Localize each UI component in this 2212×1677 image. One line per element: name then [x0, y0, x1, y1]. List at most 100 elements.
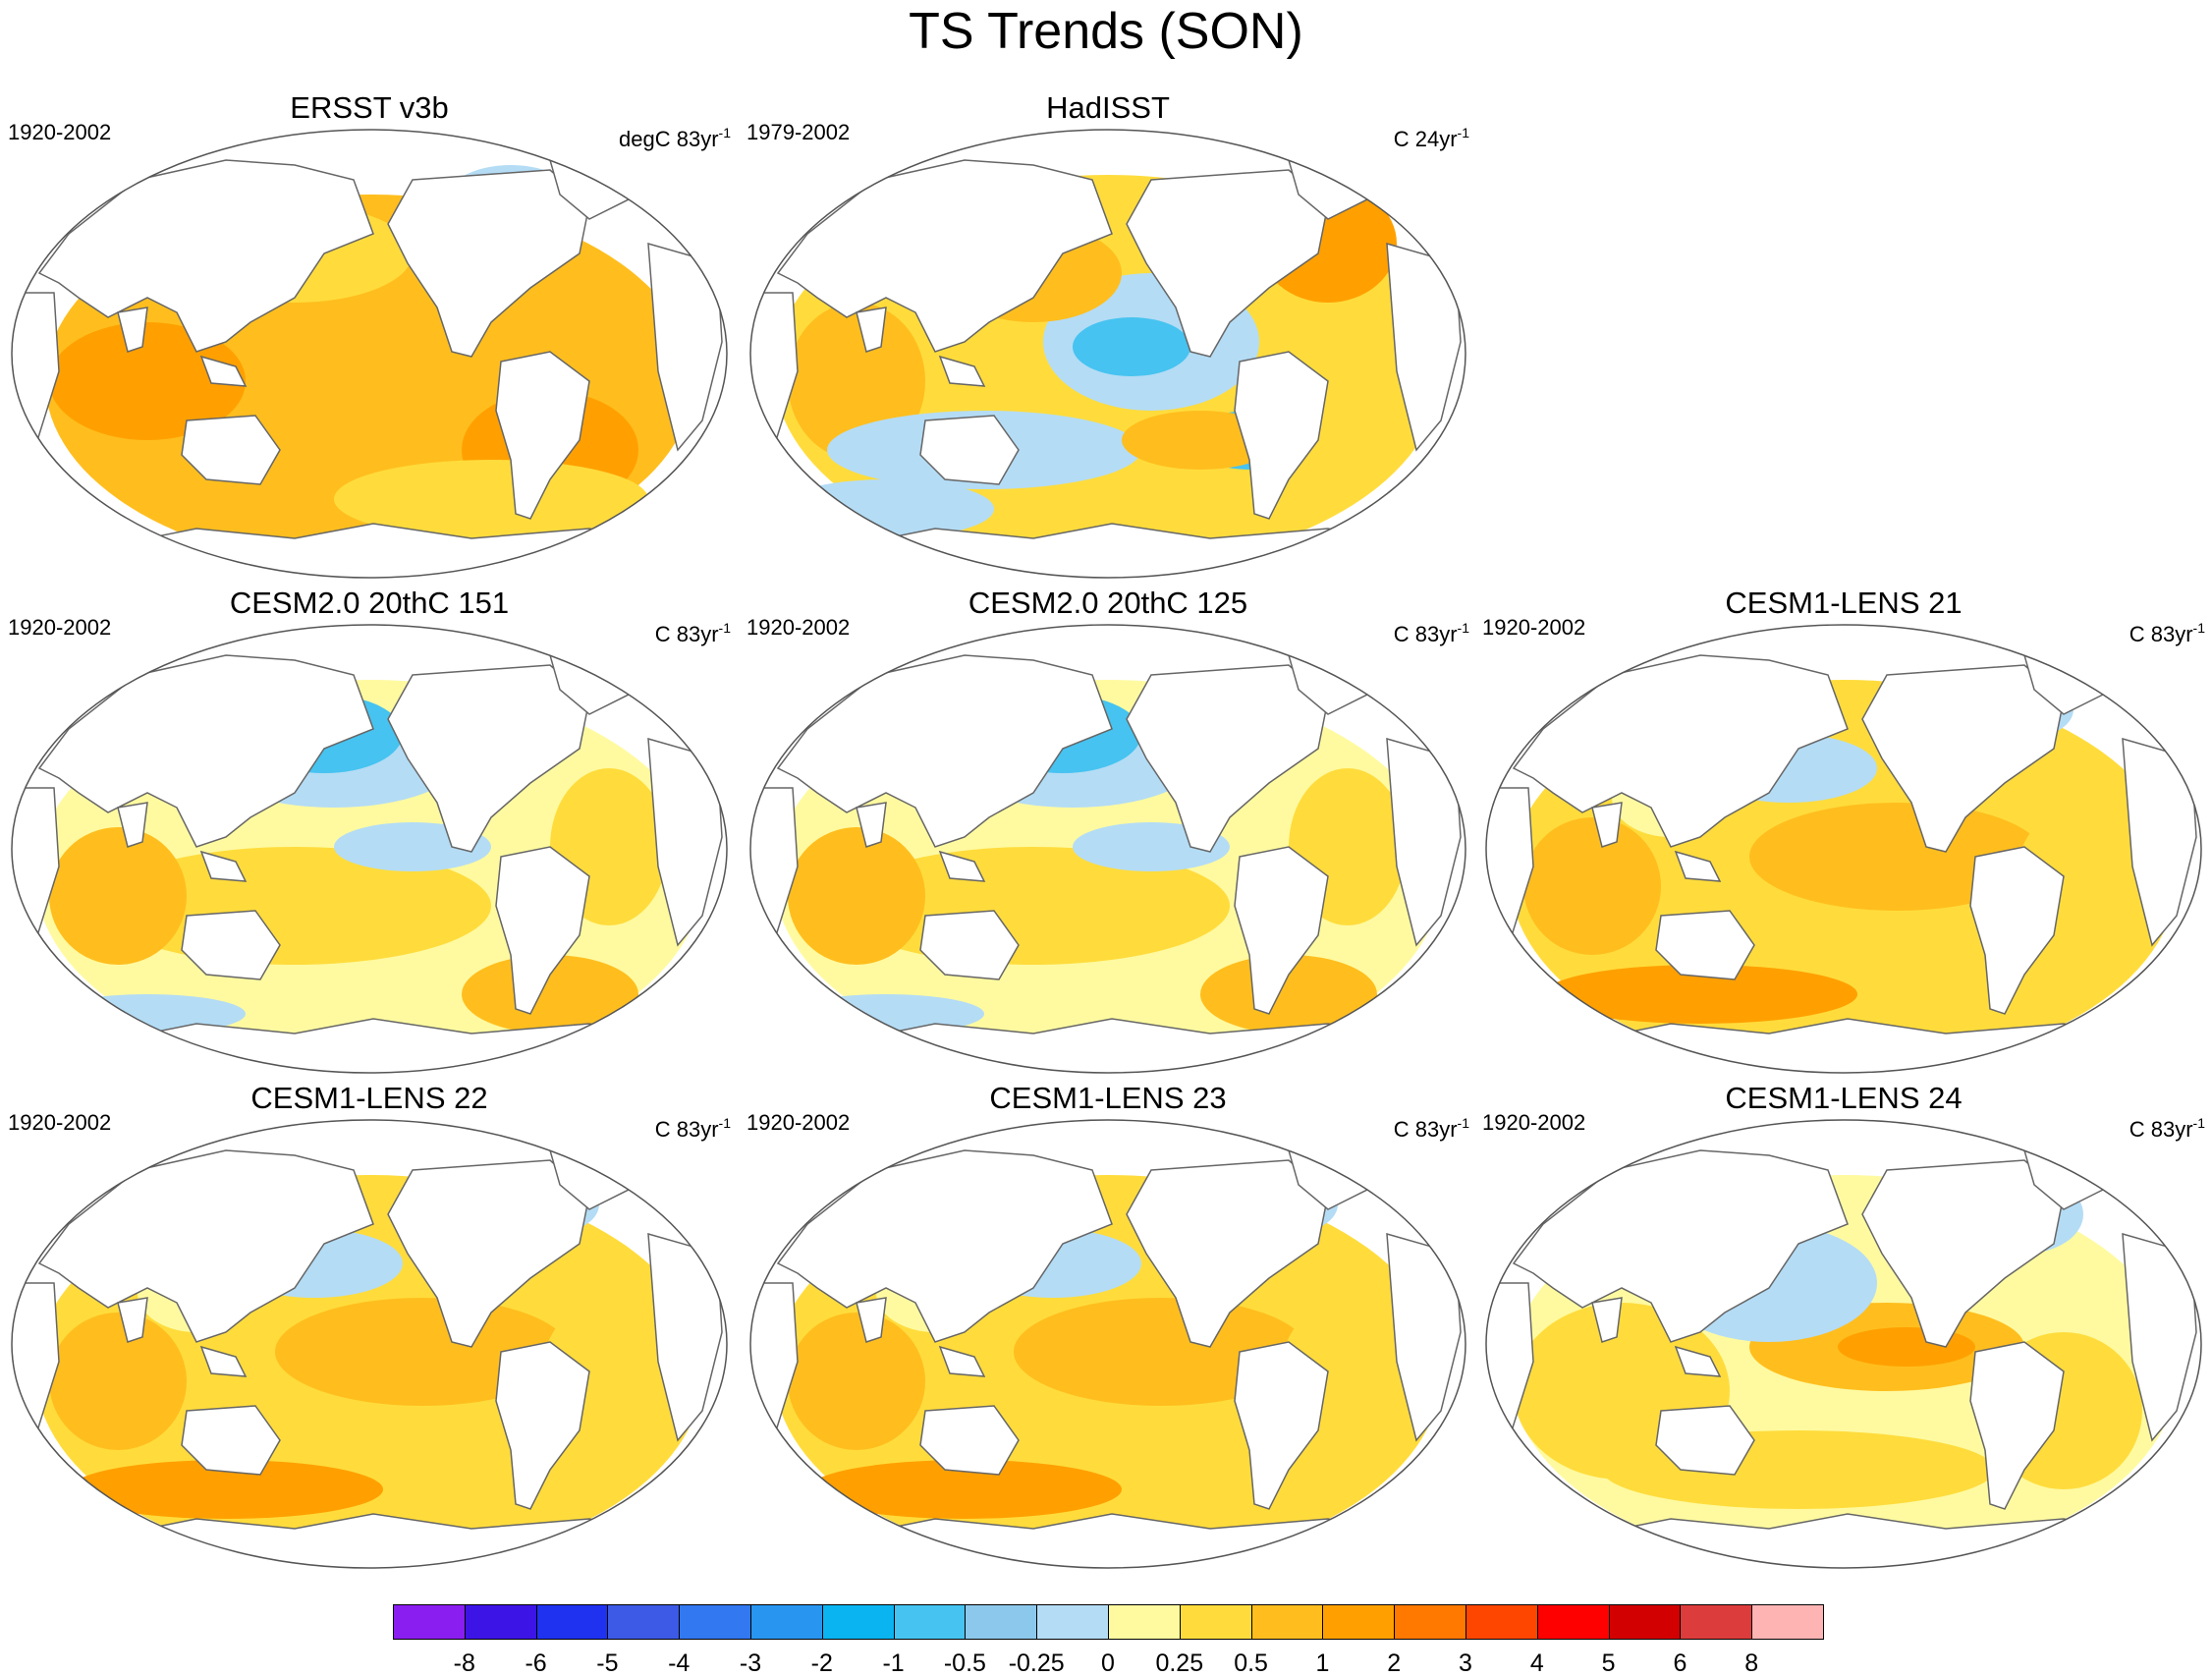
panel-units: C 83yr-1 — [2129, 1110, 2205, 1143]
panel-period: 1920-2002 — [8, 1110, 112, 1135]
land-mass — [856, 802, 887, 848]
figure-title: TS Trends (SON) — [909, 3, 1303, 60]
map-border — [749, 129, 1466, 579]
land-mass — [1969, 846, 2065, 1015]
panel-units: C 83yr-1 — [2129, 615, 2205, 647]
map-panel: CESM1-LENS 21 1920-2002 C 83yr-1 — [1474, 586, 2212, 1082]
colorbar-swatch — [1751, 1604, 1824, 1640]
units-exponent: -1 — [1457, 125, 1469, 140]
colorbar-label: -0.5 — [943, 1649, 986, 1677]
units-exponent: -1 — [718, 1115, 731, 1131]
map-border — [11, 1119, 728, 1569]
map-panel: CESM1-LENS 22 1920-2002 C 83yr-1 — [0, 1081, 739, 1577]
panel-units: C 24yr-1 — [1394, 120, 1469, 152]
land-mass — [776, 159, 1113, 353]
land-mass — [1570, 1018, 2155, 1073]
colorbar-swatch — [1179, 1604, 1252, 1640]
land-mass — [1591, 802, 1623, 848]
colorbar-swatch — [1465, 1604, 1538, 1640]
trend-anomaly-region — [462, 955, 638, 1034]
colorbar-label: 3 — [1459, 1649, 1472, 1677]
colorbar-swatch — [393, 1604, 466, 1640]
colorbar-swatch — [1680, 1604, 1753, 1640]
colorbar-swatch — [464, 1604, 537, 1640]
panel-title: ERSST v3b — [290, 90, 449, 125]
world-map — [11, 1119, 728, 1569]
units-exponent: -1 — [718, 620, 731, 636]
colorbar-swatch — [607, 1604, 681, 1640]
panel-period: 1920-2002 — [747, 615, 851, 640]
map-panel: ERSST v3b 1920-2002 degC 83yr-1 — [0, 90, 739, 587]
land-mass — [1512, 654, 1849, 848]
map-border — [749, 624, 1466, 1074]
map-border — [749, 1119, 1466, 1569]
land-mass — [117, 802, 148, 848]
land-mass — [495, 351, 590, 520]
land-mass — [117, 307, 148, 353]
land-mass — [856, 307, 887, 353]
colorbar-swatch — [750, 1604, 823, 1640]
map-border — [11, 129, 728, 579]
colorbar-label: -4 — [668, 1649, 691, 1677]
trend-anomaly-region — [1014, 1298, 1308, 1406]
land-mass — [1234, 846, 1329, 1015]
panel-units: C 83yr-1 — [655, 615, 731, 647]
world-map — [1485, 624, 2202, 1074]
trend-anomaly-region — [788, 1313, 925, 1450]
trend-anomaly-region — [69, 1460, 383, 1519]
land-mass — [181, 415, 281, 485]
units-exponent: -1 — [2192, 1115, 2205, 1131]
land-mass — [181, 1405, 281, 1476]
colorbar-label: -2 — [810, 1649, 833, 1677]
colorbar-label: -6 — [525, 1649, 547, 1677]
land-mass — [37, 654, 374, 848]
trend-anomaly-region — [49, 827, 187, 965]
trend-anomaly-region — [1749, 803, 2044, 911]
map-panel: CESM2.0 20thC 151 1920-2002 C 83yr-1 — [0, 586, 739, 1082]
units-text: C 83yr — [1393, 1117, 1458, 1142]
land-mass — [495, 1341, 590, 1510]
panel-units: C 83yr-1 — [655, 1110, 731, 1143]
panel-period: 1920-2002 — [1482, 1110, 1586, 1135]
land-mass — [117, 1297, 148, 1343]
panel-title: CESM1-LENS 22 — [250, 1081, 488, 1115]
panel-title: HadISST — [1046, 90, 1170, 125]
colorbar-swatch — [1536, 1604, 1610, 1640]
world-map — [749, 129, 1466, 579]
land-mass — [1512, 1149, 1849, 1343]
world-map — [749, 1119, 1466, 1569]
map-border — [1485, 624, 2202, 1074]
units-text: C 83yr — [2129, 622, 2193, 646]
units-exponent: -1 — [1457, 1115, 1469, 1131]
colorbar-swatch — [1394, 1604, 1466, 1640]
map-panel: CESM1-LENS 24 1920-2002 C 83yr-1 — [1474, 1081, 2212, 1577]
colorbar-label: 2 — [1387, 1649, 1402, 1677]
colorbar-label: -5 — [596, 1649, 619, 1677]
colorbar-label: -0.25 — [1008, 1649, 1065, 1677]
land-mass — [199, 850, 248, 882]
land-mass — [95, 1513, 681, 1568]
land-mass — [95, 523, 681, 578]
colorbar-label: 8 — [1744, 1649, 1759, 1677]
land-mass — [37, 159, 374, 353]
units-text: degC 83yr — [619, 127, 719, 151]
panel-title: CESM1-LENS 21 — [1725, 586, 1963, 620]
trend-anomaly-region — [788, 827, 925, 965]
colorbar-label: 0.5 — [1234, 1649, 1268, 1677]
colorbar-swatch — [821, 1604, 895, 1640]
colorbar-swatch — [535, 1604, 609, 1640]
colorbar-label: -1 — [882, 1649, 905, 1677]
panel-units: degC 83yr-1 — [619, 120, 731, 152]
world-map — [11, 624, 728, 1074]
panel-period: 1920-2002 — [1482, 615, 1586, 640]
map-panel: HadISST 1979-2002 C 24yr-1 — [739, 90, 1477, 587]
panel-period: 1920-2002 — [8, 120, 112, 144]
land-mass — [1655, 910, 1755, 980]
panel-title: CESM1-LENS 23 — [989, 1081, 1227, 1115]
trend-anomaly-region — [1200, 955, 1377, 1034]
panel-units: C 83yr-1 — [1394, 615, 1469, 647]
land-mass — [776, 654, 1113, 848]
trend-anomaly-region — [334, 460, 648, 538]
land-mass — [938, 850, 986, 882]
